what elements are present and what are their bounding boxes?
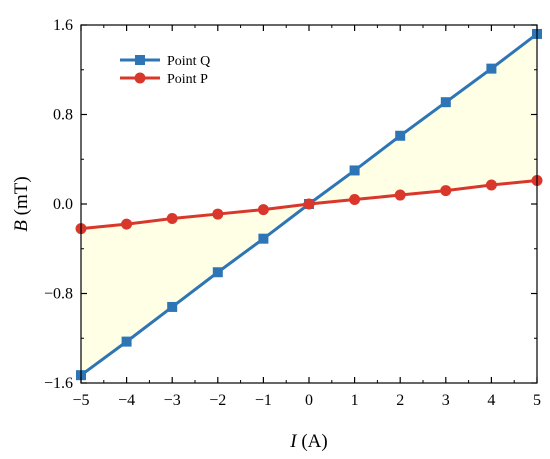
- x-axis-label: I (A): [289, 431, 327, 452]
- data-point-point-q: [212, 267, 223, 278]
- legend-marker: [135, 55, 145, 65]
- x-tick-label: −4: [118, 392, 135, 409]
- data-point-point-p: [166, 213, 178, 225]
- data-point-point-p: [257, 204, 269, 216]
- data-point-point-q: [486, 63, 497, 74]
- data-point-point-p: [485, 179, 497, 191]
- axis-ticks: −5 −4 −3 −2 −1 0 1 2 3 4 5 −1.6 −0.8 0.0 0.8 1.6: [44, 17, 541, 409]
- legend-item-point-p: Point P: [120, 72, 208, 87]
- x-tick-label: −3: [164, 392, 181, 409]
- data-point-point-p: [394, 189, 406, 201]
- x-tick-label: 0: [305, 392, 313, 409]
- x-tick-label: −5: [72, 392, 89, 409]
- x-tick-label: −1: [255, 392, 272, 409]
- y-tick-label: −0.8: [44, 286, 73, 303]
- y-tick-label: 1.6: [53, 17, 73, 34]
- data-point-point-q: [395, 130, 406, 141]
- x-tick-label: 5: [533, 392, 541, 409]
- x-tick-label: −2: [209, 392, 226, 409]
- data-point-point-p: [121, 218, 133, 230]
- x-tick-label: 4: [487, 392, 495, 409]
- legend-label: Point Q: [167, 54, 210, 69]
- x-tick-label: 3: [442, 392, 450, 409]
- series-layer: [75, 28, 543, 381]
- data-point-point-p: [440, 185, 452, 197]
- legend-marker: [134, 72, 146, 84]
- legend-label: Point P: [167, 72, 208, 87]
- data-point-point-q: [121, 336, 132, 347]
- data-point-point-p: [349, 194, 361, 206]
- legend: Point Q Point P: [120, 54, 210, 87]
- y-tick-label: 0.8: [53, 107, 73, 124]
- y-tick-label: −1.6: [44, 375, 73, 392]
- data-point-point-q: [440, 97, 451, 108]
- legend-item-point-q: Point Q: [120, 54, 210, 69]
- y-axis-label: B (mT): [11, 176, 32, 231]
- data-point-point-p: [303, 198, 315, 210]
- x-tick-label: 2: [396, 392, 404, 409]
- y-tick-label: 0.0: [53, 196, 73, 213]
- data-point-point-p: [212, 208, 224, 220]
- data-point-point-q: [349, 165, 360, 176]
- data-point-point-q: [258, 233, 269, 244]
- x-tick-label: 1: [351, 392, 359, 409]
- data-point-point-q: [167, 301, 178, 312]
